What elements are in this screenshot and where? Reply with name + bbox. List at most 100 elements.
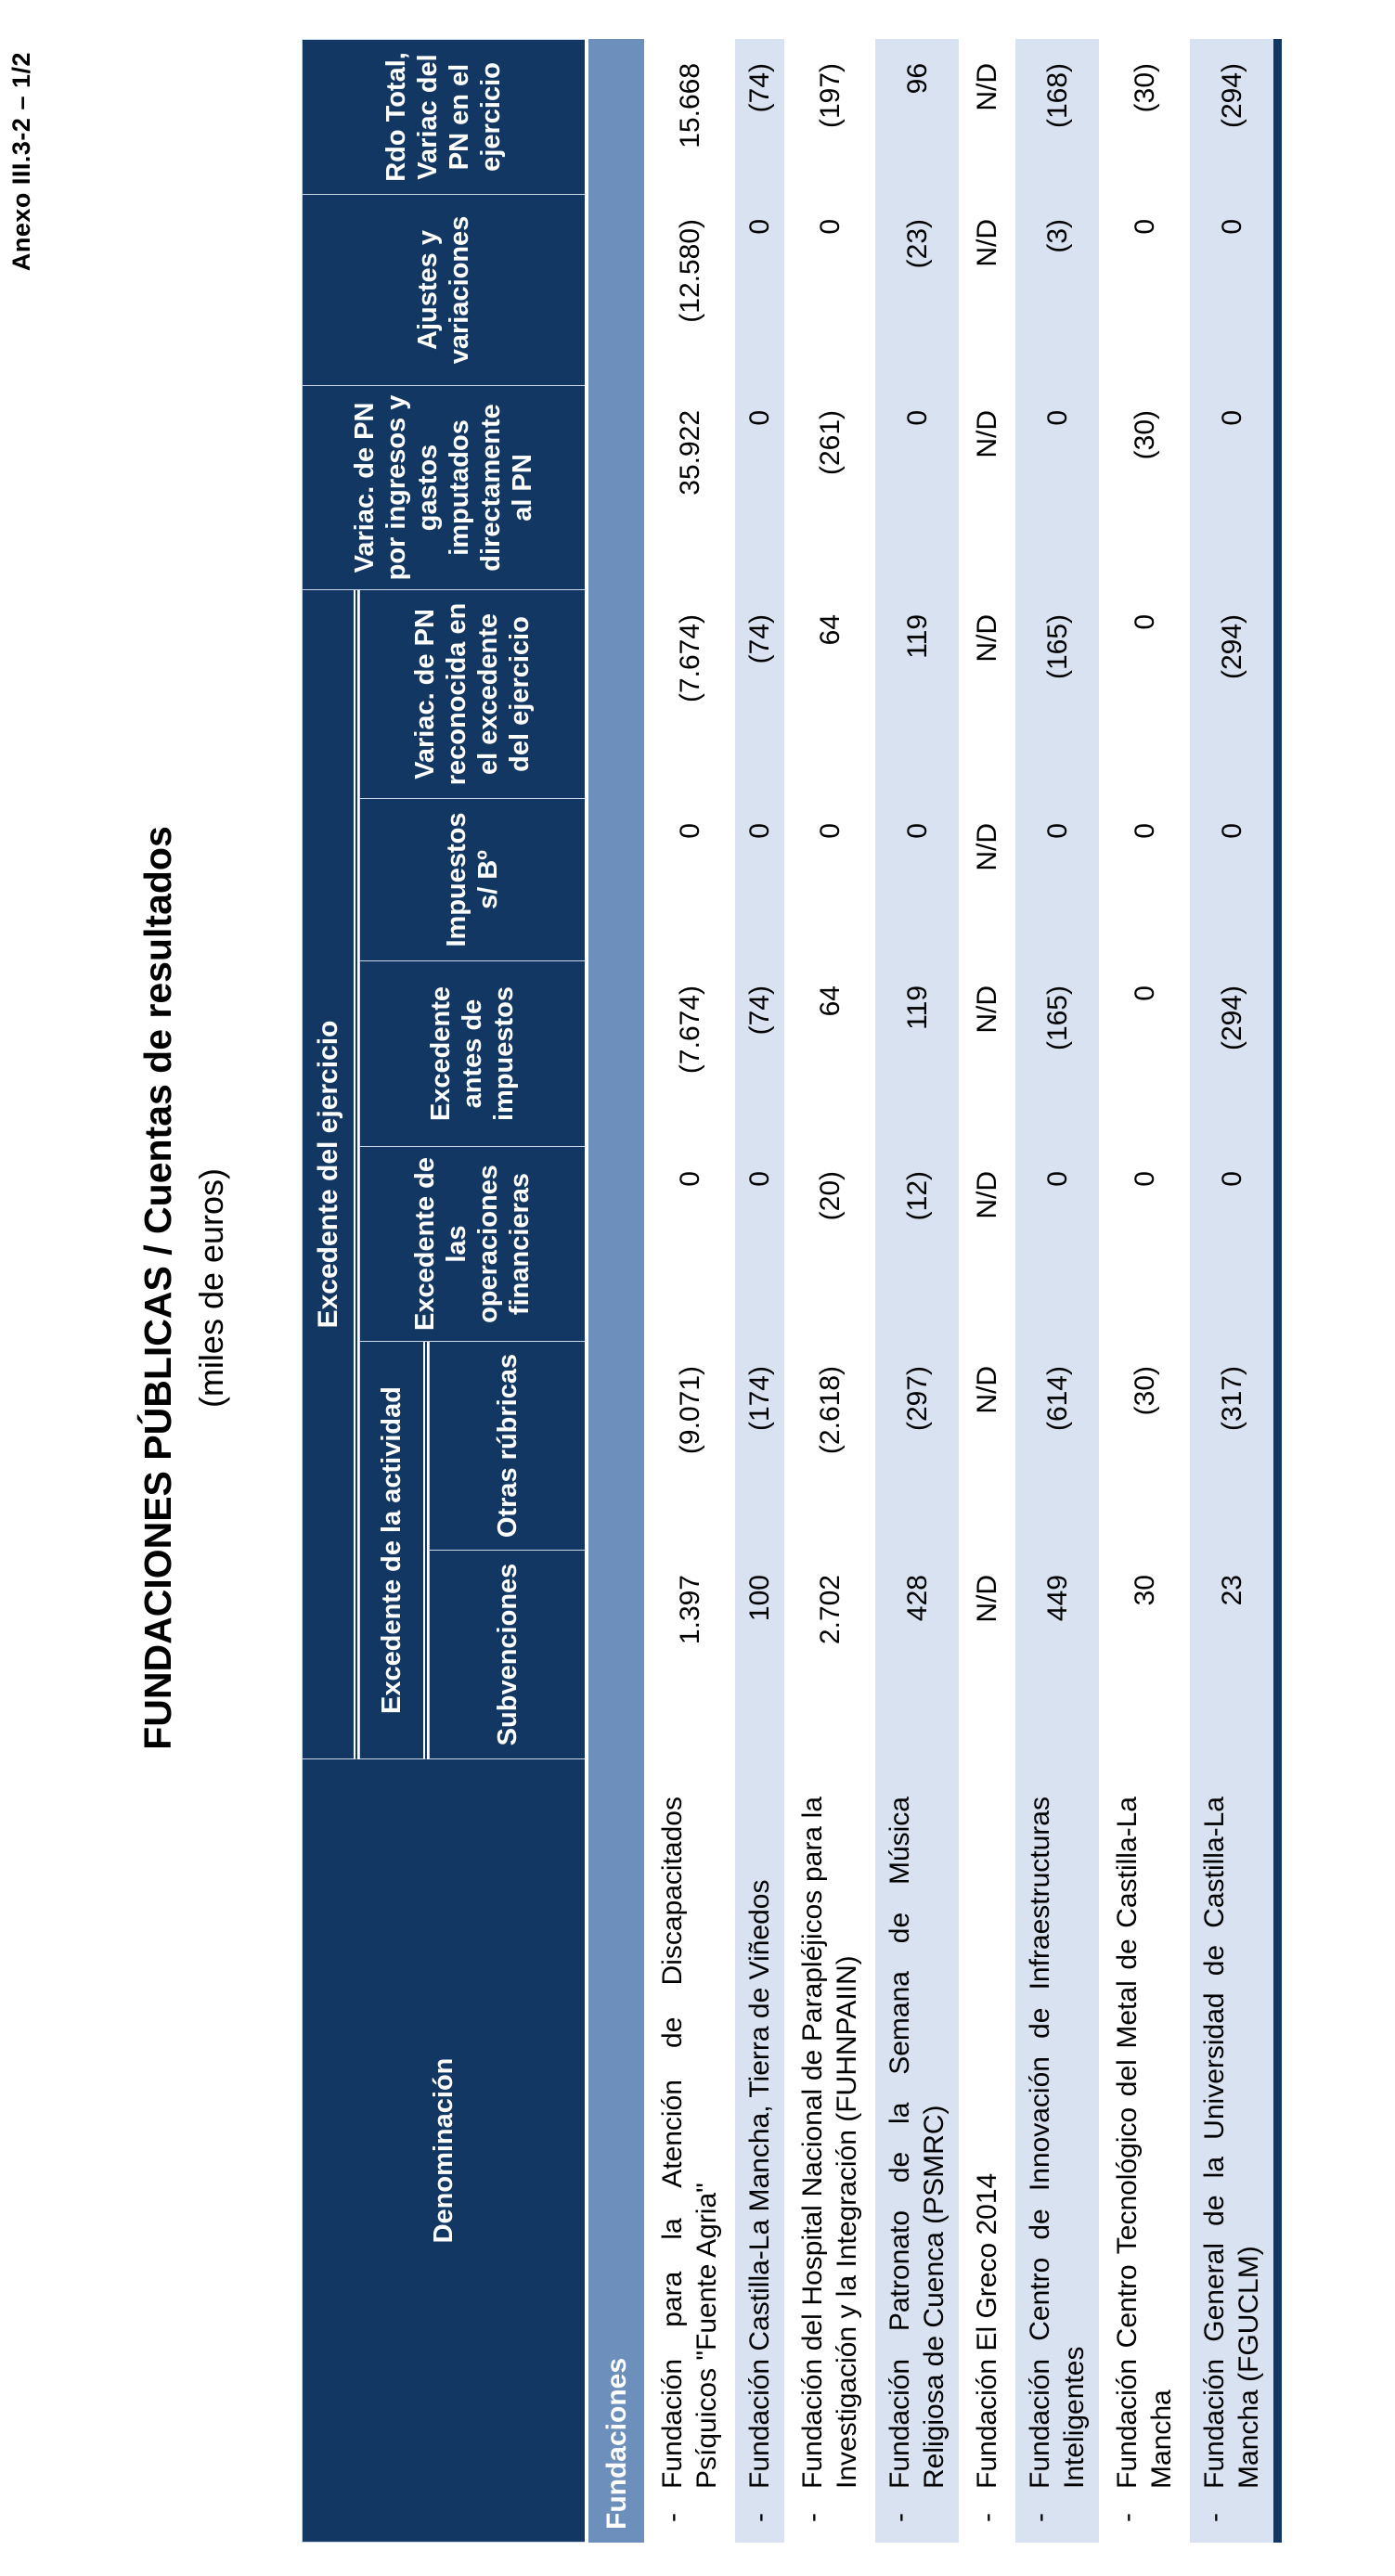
header-excedente-operaciones-financieras: Excedente de las operaciones financieras: [359, 1147, 585, 1342]
value-cell: (30): [1099, 38, 1186, 195]
table-header: Denominación Excedente del ejercicio Var…: [302, 38, 585, 2543]
header-excedente-ejercicio: Excedente del ejercicio: [302, 589, 359, 1759]
denominacion-cell: - Fundación Patronato de la Semana de Mús…: [872, 1759, 959, 2543]
value-cell: N/D: [959, 589, 1012, 799]
header-ajustes-variaciones: Ajustes y variaciones: [302, 194, 585, 386]
value-cell: 0: [1186, 799, 1282, 961]
value-cell: 0: [1099, 961, 1186, 1147]
value-cell: (7.674): [644, 961, 731, 1147]
results-table: Denominación Excedente del ejercicio Var…: [302, 38, 1282, 2543]
fundacion-name: Fundación Centro Tecnológico del Metal d…: [1112, 1797, 1177, 2489]
value-cell: 96: [872, 38, 959, 195]
value-cell: (261): [784, 385, 872, 590]
fundacion-name: Fundación Patronato de la Semana de Músi…: [885, 1797, 949, 2489]
denominacion-cell: - Fundación del Hospital Nacional de Para…: [784, 1759, 872, 2543]
value-cell: (2.618): [784, 1342, 872, 1551]
table-row: - Fundación Centro Tecnológico del Metal …: [1099, 38, 1186, 2543]
value-cell: (7.674): [644, 589, 731, 799]
header-rdo-total: Rdo Total, Variac del PN en el ejercicio: [302, 38, 585, 195]
value-cell: 0: [644, 1147, 731, 1342]
value-cell: 1.397: [644, 1551, 731, 1759]
value-cell: 30: [1099, 1551, 1186, 1759]
value-cell: 2.702: [784, 1551, 872, 1759]
value-cell: 0: [731, 194, 784, 386]
value-cell: (23): [872, 194, 959, 386]
value-cell: 0: [1099, 799, 1186, 961]
value-cell: 449: [1012, 1551, 1099, 1759]
value-cell: (317): [1186, 1342, 1282, 1551]
fundacion-name: Fundación del Hospital Nacional de Parap…: [797, 1797, 862, 2489]
denominacion-cell: - Fundación Centro Tecnológico del Metal …: [1099, 1759, 1186, 2543]
value-cell: 0: [1186, 385, 1282, 590]
value-cell: (12.580): [644, 194, 731, 386]
value-cell: 0: [1012, 1147, 1099, 1342]
value-cell: 0: [1099, 1147, 1186, 1342]
denominacion-cell: - Fundación El Greco 2014: [959, 1759, 1012, 2543]
value-cell: (197): [784, 38, 872, 195]
value-cell: (20): [784, 1147, 872, 1342]
value-cell: (30): [1099, 1342, 1186, 1551]
fundacion-name: Fundación Castilla-La Mancha, Tierra de …: [744, 1879, 775, 2489]
row-dash: -: [1112, 2513, 1143, 2522]
value-cell: N/D: [959, 1147, 1012, 1342]
value-cell: 0: [731, 385, 784, 590]
value-cell: 119: [872, 961, 959, 1147]
row-dash: -: [797, 2513, 828, 2522]
header-subvenciones: Subvenciones: [429, 1551, 585, 1759]
table-row: - Fundación del Hospital Nacional de Para…: [784, 38, 872, 2543]
value-cell: (30): [1099, 385, 1186, 590]
table-row: - Fundación General de la Universidad de …: [1186, 38, 1282, 2543]
value-cell: 0: [784, 194, 872, 386]
value-cell: 64: [784, 961, 872, 1147]
value-cell: 23: [1186, 1551, 1282, 1759]
value-cell: (3): [1012, 194, 1099, 386]
table-row: - Fundación para la Atención de Discapaci…: [644, 38, 731, 2543]
value-cell: 0: [1186, 194, 1282, 386]
header-otras-rubricas: Otras rúbricas: [429, 1342, 585, 1551]
value-cell: (294): [1186, 38, 1282, 195]
header-excedente-antes-impuestos: Excedente antes de impuestos: [359, 961, 585, 1147]
value-cell: N/D: [959, 1551, 1012, 1759]
denominacion-cell: - Fundación General de la Universidad de …: [1186, 1759, 1282, 2543]
row-dash: -: [1199, 2513, 1230, 2522]
value-cell: (12): [872, 1147, 959, 1342]
value-cell: (165): [1012, 589, 1099, 799]
value-cell: (165): [1012, 961, 1099, 1147]
fundacion-name: Fundación General de la Universidad de C…: [1199, 1797, 1264, 2489]
section-label: Fundaciones: [585, 38, 644, 2543]
value-cell: N/D: [959, 799, 1012, 961]
value-cell: (294): [1186, 589, 1282, 799]
row-dash: -: [972, 2513, 1002, 2522]
row-dash: -: [744, 2513, 775, 2522]
results-table-wrap: Denominación Excedente del ejercicio Var…: [302, 38, 1282, 2543]
value-cell: 0: [731, 799, 784, 961]
value-cell: N/D: [959, 1342, 1012, 1551]
value-cell: N/D: [959, 38, 1012, 195]
value-cell: (294): [1186, 961, 1282, 1147]
value-cell: (74): [731, 38, 784, 195]
value-cell: N/D: [959, 385, 1012, 590]
value-cell: 0: [1186, 1147, 1282, 1342]
table-row: - Fundación Patronato de la Semana de Mús…: [872, 38, 959, 2543]
table-row: - Fundación Castilla-La Mancha, Tierra de…: [731, 38, 784, 2543]
value-cell: N/D: [959, 961, 1012, 1147]
value-cell: 35.922: [644, 385, 731, 590]
value-cell: 100: [731, 1551, 784, 1759]
value-cell: (9.071): [644, 1342, 731, 1551]
row-dash: -: [885, 2513, 915, 2522]
row-dash: -: [657, 2513, 688, 2522]
value-cell: (297): [872, 1342, 959, 1551]
page-title: FUNDACIONES PÚBLICAS / Cuentas de result…: [136, 826, 179, 1750]
table-row: - Fundación Centro de Innovación de Infra…: [1012, 38, 1099, 2543]
value-cell: 0: [784, 799, 872, 961]
value-cell: 15.668: [644, 38, 731, 195]
fundacion-name: Fundación para la Atención de Discapacit…: [657, 1797, 722, 2489]
value-cell: 0: [1099, 589, 1186, 799]
value-cell: (168): [1012, 38, 1099, 195]
value-cell: (74): [731, 589, 784, 799]
value-cell: (74): [731, 961, 784, 1147]
denominacion-cell: - Fundación Castilla-La Mancha, Tierra de…: [731, 1759, 784, 2543]
fundacion-name: Fundación El Greco 2014: [972, 2172, 1002, 2489]
